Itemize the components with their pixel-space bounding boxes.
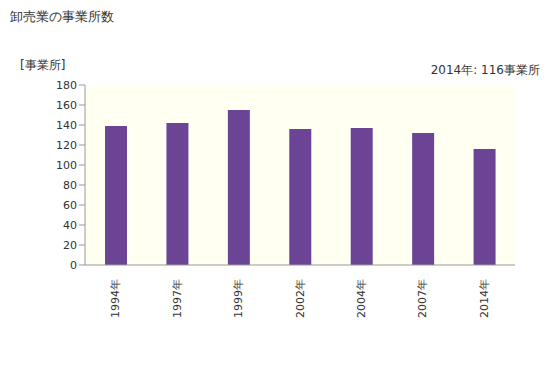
svg-text:20: 20	[63, 239, 77, 252]
svg-text:1997年: 1997年	[171, 279, 184, 318]
svg-text:2014年: 2014年	[478, 279, 491, 318]
svg-text:120: 120	[56, 139, 77, 152]
svg-text:2007年: 2007年	[416, 279, 429, 318]
svg-text:40: 40	[63, 219, 77, 232]
html-text:卸売業の事業所数: 卸売業の事業所数	[10, 9, 114, 24]
svg-text:60: 60	[63, 199, 77, 212]
svg-text:1999年: 1999年	[232, 279, 245, 318]
svg-text:140: 140	[56, 119, 77, 132]
html-text:2014年: 116事業所: 2014年: 116事業所	[430, 63, 540, 77]
svg-text:0: 0	[70, 259, 77, 272]
svg-text:180: 180	[56, 79, 77, 92]
svg-text:2002年: 2002年	[294, 279, 307, 318]
svg-text:100: 100	[56, 159, 77, 172]
svg-text:160: 160	[56, 99, 77, 112]
svg-text:80: 80	[63, 179, 77, 192]
html-text:[事業所]: [事業所]	[20, 58, 66, 72]
svg-text:2004年: 2004年	[355, 279, 368, 318]
svg-text:1994年: 1994年	[109, 279, 122, 318]
